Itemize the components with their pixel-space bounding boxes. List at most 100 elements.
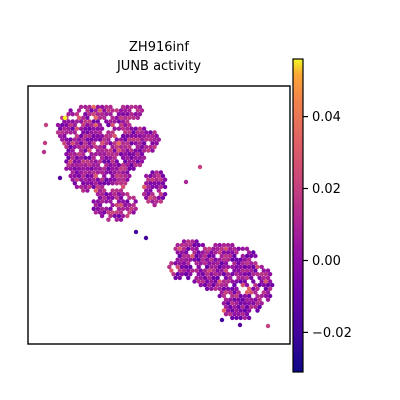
spot-point (129, 126, 134, 131)
spot-point (190, 239, 195, 244)
spot-point (209, 286, 214, 291)
spot-point (123, 173, 128, 179)
spot-point (118, 210, 124, 215)
spot-point (230, 293, 235, 299)
spot-point (104, 133, 109, 139)
spot-point (228, 253, 233, 259)
spot-point (95, 148, 101, 153)
spot-point (93, 166, 99, 171)
spot-point (85, 159, 90, 164)
spot-point (223, 253, 229, 259)
spot-point (242, 308, 248, 313)
spot-point (234, 308, 239, 313)
spot-point (95, 112, 101, 117)
spot-point (114, 195, 120, 200)
spot-point (110, 166, 115, 171)
spot-point (200, 242, 206, 248)
spot-point (114, 217, 120, 222)
spot-point (66, 112, 71, 117)
spot-point (194, 261, 199, 266)
spot-point (106, 166, 111, 171)
spot-point (89, 122, 94, 128)
spot-point (99, 112, 105, 117)
spot-point (85, 173, 90, 179)
spot-point (125, 141, 130, 146)
spot-point (68, 173, 73, 179)
spot-point (175, 257, 180, 262)
spot-point (114, 115, 120, 121)
spot-point (198, 282, 203, 288)
spot-point (120, 104, 126, 110)
spot-point (135, 108, 140, 113)
spot-point (197, 164, 203, 170)
spot-point (144, 144, 149, 150)
spot-point (234, 250, 239, 255)
chart-title-line1: ZH916inf (129, 40, 189, 55)
spot-point (238, 279, 243, 284)
spot-point (186, 246, 191, 251)
spot-point (118, 202, 124, 208)
spot-point (99, 206, 105, 211)
spot-point (72, 144, 78, 150)
spot-point (236, 261, 241, 266)
spot-point (169, 268, 174, 273)
spot-point (106, 152, 111, 157)
spot-point (93, 115, 99, 121)
spot-point (57, 133, 63, 139)
spot-point (162, 192, 168, 197)
colorbar-tick-label: 0.02 (312, 182, 341, 197)
spot-point (219, 261, 224, 266)
spot-point (120, 126, 126, 131)
spot-point (244, 268, 250, 273)
spot-point (213, 257, 218, 262)
spot-point (81, 159, 86, 164)
spot-point (225, 301, 231, 306)
spot-point (213, 272, 218, 277)
spot-point (139, 144, 145, 150)
spot-point (55, 122, 61, 128)
spot-point (148, 144, 153, 150)
spot-point (83, 184, 88, 190)
spot-point (177, 261, 182, 266)
spot-point (181, 253, 187, 259)
spot-point (139, 137, 145, 142)
spot-point (91, 206, 96, 211)
spot-point (108, 104, 113, 110)
spot-point (81, 188, 86, 193)
spot-point (137, 126, 143, 131)
spot-point (249, 304, 254, 310)
spot-point (97, 108, 103, 113)
spot-point (204, 286, 210, 291)
spot-point (167, 264, 172, 270)
spot-point (242, 264, 248, 270)
spot-point (99, 184, 105, 190)
spot-point (190, 253, 195, 259)
spot-point (253, 297, 258, 302)
spot-point (244, 261, 250, 266)
spot-point (97, 210, 103, 215)
spot-point (95, 184, 101, 190)
spot-point (223, 312, 229, 317)
spot-point (225, 279, 231, 284)
spot-point (120, 177, 126, 182)
spot-point (263, 293, 269, 299)
spot-point (102, 210, 107, 215)
spot-point (213, 264, 218, 270)
spot-point (83, 155, 88, 160)
spot-point (62, 141, 67, 146)
spot-point (242, 301, 248, 306)
spot-point (123, 144, 128, 150)
spot-point (202, 282, 208, 288)
spot-point (230, 264, 235, 270)
spot-point (120, 199, 126, 204)
spot-point (108, 133, 113, 139)
spot-point (99, 213, 105, 219)
spot-point (87, 104, 92, 110)
spot-point (244, 275, 250, 281)
spot-point (64, 137, 69, 142)
spot-point (93, 181, 99, 186)
spot-point (207, 261, 212, 266)
spot-point (223, 304, 229, 310)
spot-point (221, 308, 227, 313)
spot-point (249, 275, 254, 281)
